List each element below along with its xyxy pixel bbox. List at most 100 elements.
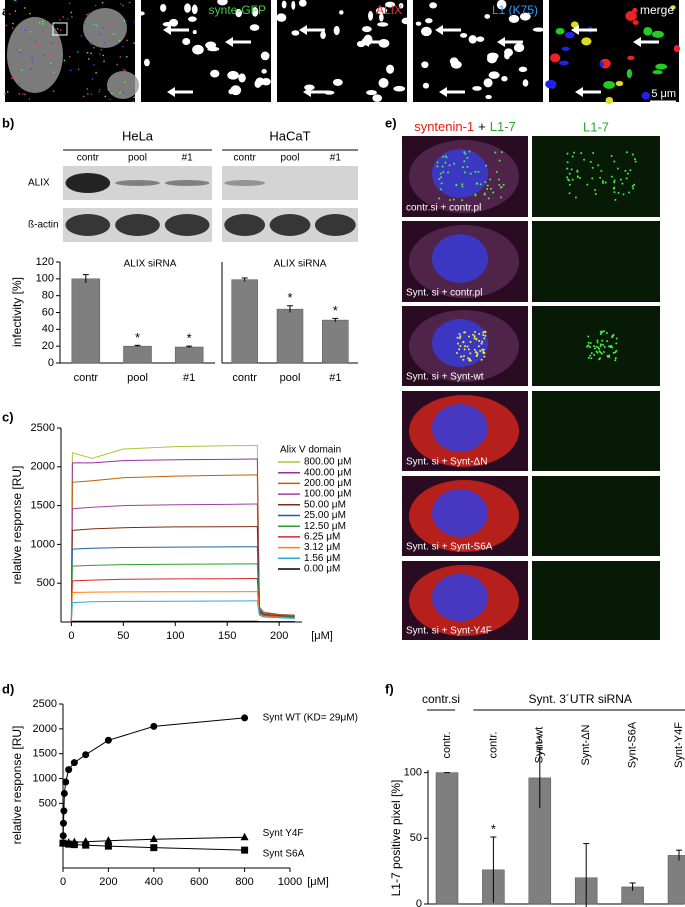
spot xyxy=(466,165,469,168)
blot-row-label: ALIX xyxy=(28,178,50,189)
series-line xyxy=(61,474,295,623)
significance: * xyxy=(491,821,496,836)
marker xyxy=(59,819,67,827)
spot xyxy=(594,192,597,195)
spot xyxy=(481,340,484,343)
y-tick-label: 1500 xyxy=(31,500,55,512)
spot xyxy=(605,332,608,335)
legend-label: 400.00 μM xyxy=(304,467,351,478)
spot xyxy=(500,196,503,199)
y-tick-label: 50 xyxy=(410,832,422,844)
spot xyxy=(119,91,121,94)
marker xyxy=(65,766,73,774)
spot xyxy=(459,335,462,338)
spot xyxy=(464,152,467,155)
bar xyxy=(174,346,204,364)
spot xyxy=(103,41,106,44)
spot xyxy=(457,342,460,345)
spot xyxy=(425,18,433,24)
spot xyxy=(205,41,217,49)
spot xyxy=(118,23,121,25)
spot xyxy=(31,56,33,59)
spot xyxy=(599,176,602,179)
spot xyxy=(386,64,395,74)
spot xyxy=(614,198,617,201)
spot xyxy=(122,91,125,94)
spot xyxy=(15,0,17,2)
spot xyxy=(473,335,476,338)
spot xyxy=(573,151,576,154)
spot xyxy=(631,153,634,156)
spot xyxy=(615,80,624,87)
spot xyxy=(93,23,96,26)
spot xyxy=(70,11,72,14)
spot xyxy=(532,27,545,32)
spot xyxy=(628,191,631,194)
spot xyxy=(621,182,624,185)
column-header: L1-7 xyxy=(583,119,609,134)
spot xyxy=(34,40,37,43)
spot xyxy=(589,342,592,345)
x-tick-label: contr. xyxy=(487,732,499,759)
spot xyxy=(133,96,135,99)
spot xyxy=(11,77,13,80)
spot xyxy=(69,69,72,72)
spot xyxy=(472,86,482,91)
spot xyxy=(384,1,396,8)
series-line xyxy=(61,620,295,623)
spot xyxy=(494,151,497,154)
spot xyxy=(616,167,619,170)
arrow-head xyxy=(163,25,171,35)
spot xyxy=(673,45,680,53)
spot xyxy=(603,80,616,89)
spot xyxy=(651,30,664,38)
spot xyxy=(122,68,125,71)
y-tick-label: 40 xyxy=(42,323,54,335)
spot xyxy=(281,0,287,9)
row-label: contr.si + contr.pl xyxy=(406,203,481,214)
spot xyxy=(479,183,482,186)
spot xyxy=(485,164,488,167)
arrow-head xyxy=(225,37,233,47)
micrograph xyxy=(532,391,660,471)
series-label: Synt S6A xyxy=(263,849,305,860)
spot xyxy=(93,46,95,49)
lane-label: pool xyxy=(281,153,300,164)
spot xyxy=(615,342,618,345)
y-tick-label: 2000 xyxy=(31,461,55,473)
spot xyxy=(38,21,41,24)
spot xyxy=(467,348,470,351)
spot xyxy=(604,181,607,184)
spot xyxy=(592,151,595,154)
arrow-head xyxy=(303,87,311,97)
band xyxy=(115,180,160,186)
spot xyxy=(100,49,103,51)
spot xyxy=(589,160,592,163)
x-tick-label: 200 xyxy=(270,630,288,642)
spot xyxy=(366,90,377,96)
spot xyxy=(568,192,571,195)
spot xyxy=(458,332,461,335)
spot xyxy=(439,172,442,175)
spot xyxy=(615,337,618,340)
spot xyxy=(590,357,593,360)
spot xyxy=(62,16,64,18)
spot xyxy=(474,170,477,173)
spot xyxy=(458,337,461,340)
marker xyxy=(65,840,73,848)
spot xyxy=(77,68,80,71)
legend-label: 3.12 μM xyxy=(304,542,340,553)
marker xyxy=(149,834,158,843)
x-tick-label: 400 xyxy=(145,876,163,888)
spot xyxy=(482,348,485,351)
spot xyxy=(467,357,470,360)
spot xyxy=(626,172,629,175)
x-tick-label: Synt-wt xyxy=(534,727,546,764)
spot xyxy=(596,339,599,342)
spot xyxy=(87,58,90,60)
spot xyxy=(49,62,52,65)
spot xyxy=(462,355,465,358)
chart-title: ALIX siRNA xyxy=(274,259,327,270)
spot xyxy=(436,161,439,164)
micrograph xyxy=(532,561,660,640)
